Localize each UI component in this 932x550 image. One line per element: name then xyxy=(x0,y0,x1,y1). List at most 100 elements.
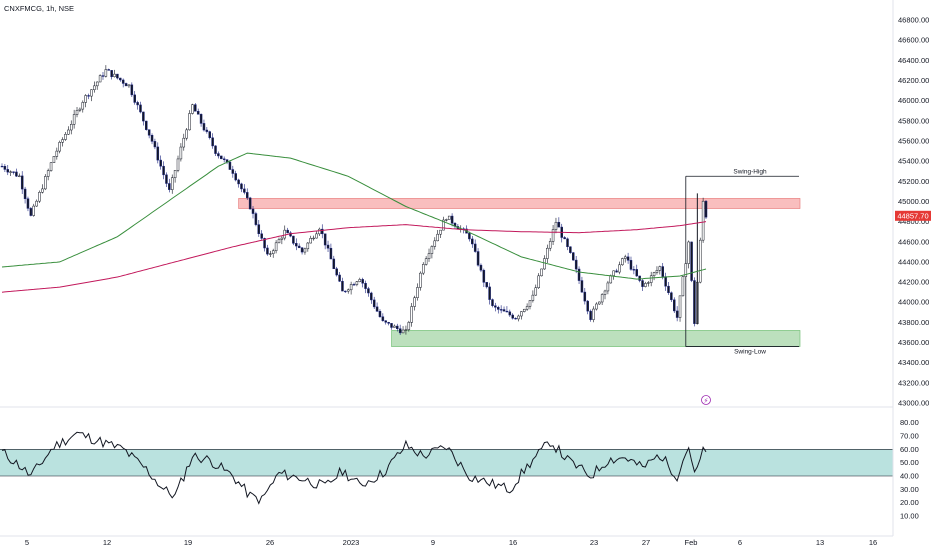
candle-body xyxy=(263,238,266,249)
candle-body xyxy=(546,247,549,259)
candle-body xyxy=(23,188,27,199)
candle-body xyxy=(191,104,194,114)
candle-body xyxy=(361,279,364,284)
candle-body xyxy=(196,110,200,115)
candle-body xyxy=(687,241,690,264)
candle-body xyxy=(208,131,211,138)
candle-body xyxy=(182,137,186,148)
price-tick-label: 46200.00 xyxy=(898,76,929,85)
candle-body xyxy=(577,268,581,281)
candle-body xyxy=(407,322,411,330)
time-tick-label: 13 xyxy=(816,538,824,547)
candle-body xyxy=(75,110,79,115)
candle-body xyxy=(297,245,301,249)
rsi-tick-label: 50.00 xyxy=(900,458,919,467)
candle-body xyxy=(69,124,73,131)
candle-body xyxy=(295,243,298,247)
candle-body xyxy=(505,310,509,313)
candle-body xyxy=(390,323,393,328)
candle-body xyxy=(95,81,99,87)
candle-body xyxy=(309,238,312,244)
candle-body xyxy=(566,238,569,248)
candle-body xyxy=(693,280,696,324)
candle-body xyxy=(32,205,35,216)
candle-body xyxy=(364,282,367,289)
candle-body xyxy=(110,70,113,78)
rsi-tick-label: 30.00 xyxy=(900,485,919,494)
candle-body xyxy=(101,75,105,77)
candle-body xyxy=(159,159,162,167)
candle-body xyxy=(491,299,494,306)
candle-body xyxy=(701,200,705,241)
candle-body xyxy=(300,247,304,253)
price-badge-label: 44857.70 xyxy=(897,211,928,220)
time-tick-label: 26 xyxy=(266,538,274,547)
price-tick-label: 45400.00 xyxy=(898,157,929,166)
candle-body xyxy=(303,248,307,253)
candle-body xyxy=(436,233,439,242)
price-pane[interactable]: Swing-High Swing-Low ⚡ xyxy=(0,65,801,405)
candle-body xyxy=(78,108,82,111)
candle-body xyxy=(609,275,613,284)
candle-body xyxy=(690,241,693,281)
candle-body xyxy=(6,169,10,173)
candle-body xyxy=(557,221,561,228)
candle-body xyxy=(528,300,532,307)
candle-body xyxy=(372,299,376,308)
candle-body xyxy=(199,114,203,124)
candle-body xyxy=(416,287,419,298)
candle-body xyxy=(64,133,67,140)
candle-body xyxy=(450,215,454,224)
candle-body xyxy=(589,310,592,320)
candle-body xyxy=(658,266,662,271)
candle-body xyxy=(335,268,338,276)
candle-body xyxy=(618,264,621,273)
candle-body xyxy=(133,94,136,103)
candle-body xyxy=(104,69,108,77)
candle-body xyxy=(401,329,405,334)
chart-title: CNXFMCG, 1h, NSE xyxy=(4,4,75,13)
time-tick-label: 12 xyxy=(103,538,111,547)
candle-body xyxy=(482,269,486,283)
candle-body xyxy=(664,276,667,287)
price-tick-label: 45000.00 xyxy=(898,197,929,206)
candle-body xyxy=(661,266,664,277)
rsi-band xyxy=(0,449,893,476)
candle-body xyxy=(621,258,624,266)
candle-body xyxy=(18,175,21,177)
candle-body xyxy=(410,306,413,323)
candle-body xyxy=(0,165,4,168)
candle-body xyxy=(485,282,488,288)
candle-body xyxy=(548,241,552,249)
candle-body xyxy=(289,232,292,237)
price-tick-label: 44000.00 xyxy=(898,298,929,307)
candle-body xyxy=(508,311,512,316)
candle-body xyxy=(476,251,480,266)
candle-body xyxy=(632,269,636,271)
candle-body xyxy=(156,146,160,161)
rsi-pane[interactable] xyxy=(0,431,893,505)
lightning-icon: ⚡ xyxy=(704,397,709,405)
time-tick-label: 23 xyxy=(590,538,598,547)
candle-body xyxy=(537,275,540,288)
candle-body xyxy=(35,200,38,207)
candle-body xyxy=(551,229,555,242)
candle-body xyxy=(667,285,670,293)
candle-body xyxy=(217,153,220,157)
candle-body xyxy=(419,272,422,288)
time-tick-label: 27 xyxy=(642,538,650,547)
candle-body xyxy=(119,77,122,81)
candle-body xyxy=(367,288,370,294)
candle-body xyxy=(194,104,197,112)
candle-body xyxy=(655,270,659,273)
candle-body xyxy=(121,79,125,84)
candle-body xyxy=(479,264,483,271)
candle-body xyxy=(586,300,589,312)
candle-body xyxy=(670,292,673,301)
candle-body xyxy=(574,259,578,270)
candle-body xyxy=(378,311,382,317)
candle-body xyxy=(205,129,209,132)
price-tick-label: 44600.00 xyxy=(898,237,929,246)
candle-body xyxy=(46,170,50,177)
